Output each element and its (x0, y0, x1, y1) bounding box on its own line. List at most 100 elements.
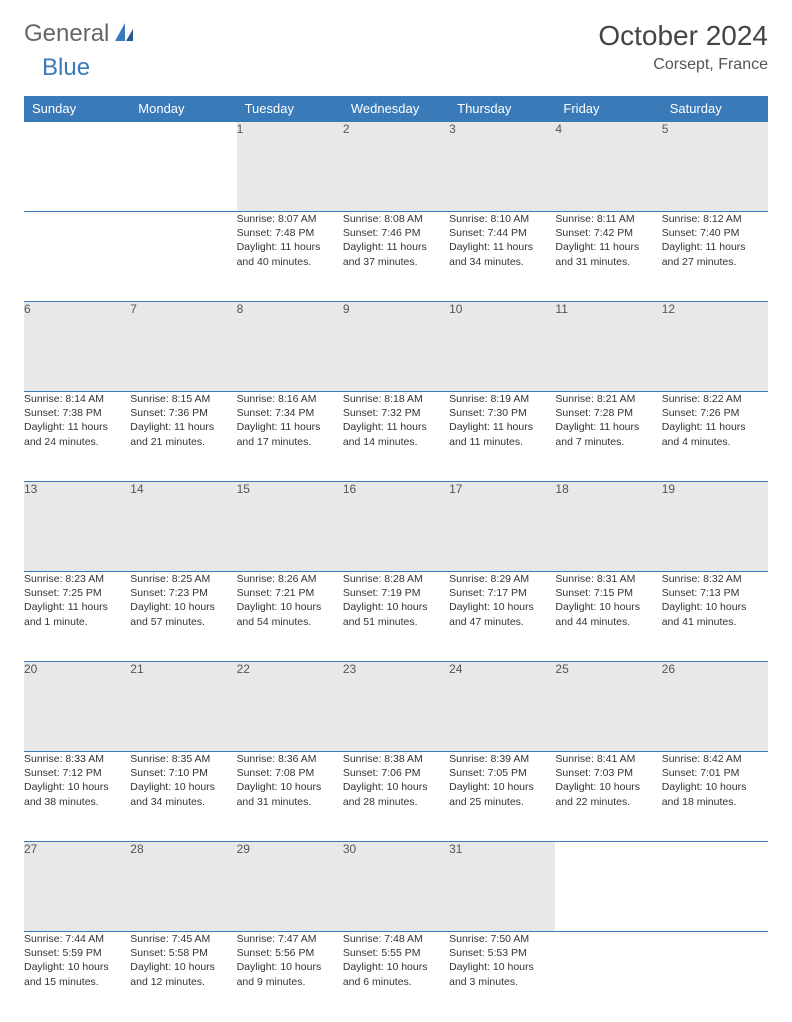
day-number-cell: 25 (555, 662, 661, 752)
day-data-row: Sunrise: 8:33 AMSunset: 7:12 PMDaylight:… (24, 752, 768, 842)
day-data-cell: Sunrise: 8:10 AMSunset: 7:44 PMDaylight:… (449, 212, 555, 302)
sunrise-text: Sunrise: 8:39 AM (449, 752, 555, 766)
day-data-cell: Sunrise: 8:36 AMSunset: 7:08 PMDaylight:… (237, 752, 343, 842)
daylight-text: Daylight: 11 hours (237, 420, 343, 434)
sunset-text: Sunset: 7:32 PM (343, 406, 449, 420)
day-number-cell: 1 (237, 122, 343, 212)
day-data-cell: Sunrise: 8:29 AMSunset: 7:17 PMDaylight:… (449, 572, 555, 662)
daylight-text: Daylight: 11 hours (343, 240, 449, 254)
sunrise-text: Sunrise: 7:44 AM (24, 932, 130, 946)
tail-text: and 34 minutes. (130, 795, 236, 809)
tail-text: and 34 minutes. (449, 255, 555, 269)
day-data-cell: Sunrise: 8:18 AMSunset: 7:32 PMDaylight:… (343, 392, 449, 482)
sunset-text: Sunset: 7:36 PM (130, 406, 236, 420)
weekday-header: Wednesday (343, 96, 449, 122)
day-number-row: 20212223242526 (24, 662, 768, 752)
sunset-text: Sunset: 7:19 PM (343, 586, 449, 600)
day-data-cell: Sunrise: 8:41 AMSunset: 7:03 PMDaylight:… (555, 752, 661, 842)
title-block: October 2024 Corsept, France (598, 20, 768, 74)
day-data-cell: Sunrise: 8:42 AMSunset: 7:01 PMDaylight:… (662, 752, 768, 842)
sunrise-text: Sunrise: 8:19 AM (449, 392, 555, 406)
sunset-text: Sunset: 7:44 PM (449, 226, 555, 240)
sunrise-text: Sunrise: 8:33 AM (24, 752, 130, 766)
sunset-text: Sunset: 5:59 PM (24, 946, 130, 960)
sunset-text: Sunset: 5:56 PM (237, 946, 343, 960)
day-data-cell: Sunrise: 7:48 AMSunset: 5:55 PMDaylight:… (343, 932, 449, 1022)
day-data-cell: Sunrise: 8:28 AMSunset: 7:19 PMDaylight:… (343, 572, 449, 662)
daylight-text: Daylight: 10 hours (449, 960, 555, 974)
tail-text: and 3 minutes. (449, 975, 555, 989)
sunrise-text: Sunrise: 8:18 AM (343, 392, 449, 406)
daylight-text: Daylight: 10 hours (130, 960, 236, 974)
weekday-header: Monday (130, 96, 236, 122)
day-number-cell (130, 122, 236, 212)
daylight-text: Daylight: 11 hours (449, 240, 555, 254)
tail-text: and 44 minutes. (555, 615, 661, 629)
sunrise-text: Sunrise: 8:08 AM (343, 212, 449, 226)
tail-text: and 25 minutes. (449, 795, 555, 809)
tail-text: and 12 minutes. (130, 975, 236, 989)
daylight-text: Daylight: 10 hours (343, 600, 449, 614)
sunrise-text: Sunrise: 8:15 AM (130, 392, 236, 406)
sunset-text: Sunset: 7:26 PM (662, 406, 768, 420)
sunrise-text: Sunrise: 8:35 AM (130, 752, 236, 766)
sunrise-text: Sunrise: 8:23 AM (24, 572, 130, 586)
day-number-row: 12345 (24, 122, 768, 212)
day-number-cell: 20 (24, 662, 130, 752)
sunset-text: Sunset: 7:10 PM (130, 766, 236, 780)
day-data-cell: Sunrise: 7:45 AMSunset: 5:58 PMDaylight:… (130, 932, 236, 1022)
sunset-text: Sunset: 7:13 PM (662, 586, 768, 600)
day-number-cell: 22 (237, 662, 343, 752)
sunrise-text: Sunrise: 8:32 AM (662, 572, 768, 586)
day-number-cell: 12 (662, 302, 768, 392)
sunrise-text: Sunrise: 8:42 AM (662, 752, 768, 766)
day-data-cell: Sunrise: 8:15 AMSunset: 7:36 PMDaylight:… (130, 392, 236, 482)
daylight-text: Daylight: 10 hours (24, 780, 130, 794)
sunset-text: Sunset: 7:25 PM (24, 586, 130, 600)
daylight-text: Daylight: 11 hours (24, 600, 130, 614)
sunrise-text: Sunrise: 8:28 AM (343, 572, 449, 586)
daylight-text: Daylight: 11 hours (662, 420, 768, 434)
tail-text: and 54 minutes. (237, 615, 343, 629)
brand-name-2: Blue (42, 54, 90, 82)
day-data-cell: Sunrise: 8:14 AMSunset: 7:38 PMDaylight:… (24, 392, 130, 482)
tail-text: and 37 minutes. (343, 255, 449, 269)
sunset-text: Sunset: 5:53 PM (449, 946, 555, 960)
tail-text: and 18 minutes. (662, 795, 768, 809)
sunset-text: Sunset: 7:30 PM (449, 406, 555, 420)
sunrise-text: Sunrise: 8:10 AM (449, 212, 555, 226)
calendar-body: 12345Sunrise: 8:07 AMSunset: 7:48 PMDayl… (24, 122, 768, 1022)
tail-text: and 51 minutes. (343, 615, 449, 629)
day-data-cell: Sunrise: 8:26 AMSunset: 7:21 PMDaylight:… (237, 572, 343, 662)
daylight-text: Daylight: 10 hours (130, 600, 236, 614)
sunset-text: Sunset: 7:42 PM (555, 226, 661, 240)
sunrise-text: Sunrise: 8:12 AM (662, 212, 768, 226)
day-number-cell: 28 (130, 842, 236, 932)
sunrise-text: Sunrise: 8:38 AM (343, 752, 449, 766)
daylight-text: Daylight: 10 hours (237, 960, 343, 974)
day-number-cell: 21 (130, 662, 236, 752)
sail-icon (113, 21, 135, 48)
day-data-cell (24, 212, 130, 302)
day-data-cell: Sunrise: 8:08 AMSunset: 7:46 PMDaylight:… (343, 212, 449, 302)
day-number-cell: 15 (237, 482, 343, 572)
day-number-cell: 7 (130, 302, 236, 392)
sunrise-text: Sunrise: 8:21 AM (555, 392, 661, 406)
brand-name-1: General (24, 20, 109, 48)
day-data-cell: Sunrise: 8:32 AMSunset: 7:13 PMDaylight:… (662, 572, 768, 662)
sunrise-text: Sunrise: 8:07 AM (237, 212, 343, 226)
sunset-text: Sunset: 7:48 PM (237, 226, 343, 240)
day-number-cell: 30 (343, 842, 449, 932)
daylight-text: Daylight: 10 hours (662, 780, 768, 794)
brand-logo: General (24, 20, 139, 48)
tail-text: and 7 minutes. (555, 435, 661, 449)
day-data-row: Sunrise: 8:23 AMSunset: 7:25 PMDaylight:… (24, 572, 768, 662)
day-number-row: 6789101112 (24, 302, 768, 392)
tail-text: and 41 minutes. (662, 615, 768, 629)
sunset-text: Sunset: 7:12 PM (24, 766, 130, 780)
day-data-cell: Sunrise: 8:38 AMSunset: 7:06 PMDaylight:… (343, 752, 449, 842)
day-data-cell: Sunrise: 8:16 AMSunset: 7:34 PMDaylight:… (237, 392, 343, 482)
sunrise-text: Sunrise: 8:31 AM (555, 572, 661, 586)
sunset-text: Sunset: 5:58 PM (130, 946, 236, 960)
tail-text: and 22 minutes. (555, 795, 661, 809)
